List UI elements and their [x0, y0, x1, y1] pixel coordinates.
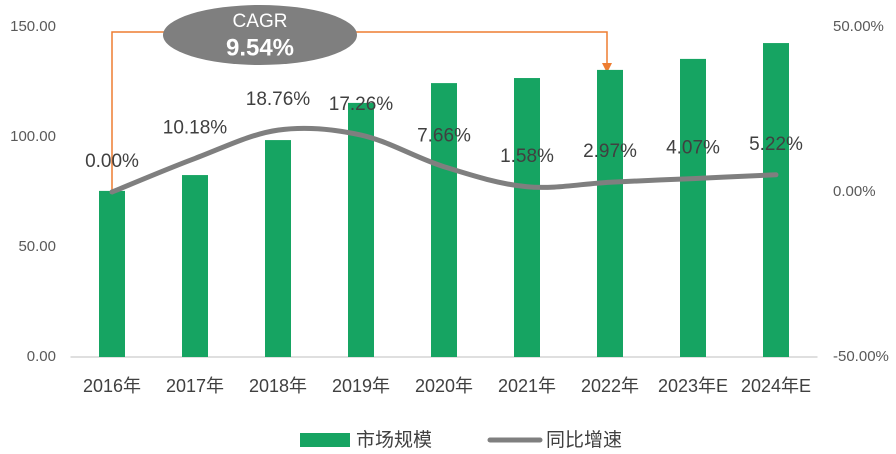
- y2-tick-label: 50.00%: [833, 18, 884, 35]
- data-label: 7.66%: [417, 126, 471, 147]
- bar: [182, 175, 208, 357]
- bar: [597, 69, 623, 358]
- line: [109, 125, 779, 195]
- cagr-bracket: [111, 31, 612, 190]
- data-label: 1.58%: [500, 146, 554, 167]
- y-tick-label: 50.00: [18, 238, 56, 255]
- x-tick-label: 2023年E: [658, 376, 728, 396]
- bar: [99, 190, 125, 357]
- data-label: 0.00%: [85, 151, 139, 172]
- bar: [431, 83, 457, 357]
- y-tick-label: 150.00: [10, 18, 56, 35]
- bar: [265, 140, 291, 357]
- bar: [348, 102, 374, 358]
- data-label: 2.97%: [583, 141, 637, 162]
- cagr-value: 9.54%: [226, 34, 294, 61]
- legend-label: 市场规模: [356, 429, 432, 451]
- x-tick-label: 2017年: [166, 376, 224, 396]
- bar: [514, 78, 540, 357]
- data-label: 4.07%: [666, 138, 720, 159]
- data-label: 18.76%: [246, 89, 311, 110]
- data-label: 17.26%: [329, 94, 394, 115]
- y-tick-label: 0.00: [27, 348, 56, 365]
- y2-tick-label: 0.00%: [833, 183, 876, 200]
- x-tick-label: 2024年E: [741, 376, 811, 396]
- bar: [763, 43, 789, 358]
- cagr-badge: [163, 5, 357, 65]
- bar: [680, 58, 706, 358]
- data-label: 10.18%: [163, 117, 228, 138]
- x-tick-label: 2019年: [332, 376, 390, 396]
- y-tick-label: 100.00: [10, 128, 56, 145]
- x-tick-label: 2021年: [498, 376, 556, 396]
- data-label: 5.22%: [749, 134, 803, 155]
- legend-label: 同比增速: [546, 429, 622, 451]
- x-tick-label: 2020年: [415, 376, 473, 396]
- cagr-label: CAGR: [233, 11, 288, 32]
- x-tick-label: 2016年: [83, 376, 141, 396]
- y2-tick-label: -50.00%: [833, 348, 889, 365]
- x-tick-label: 2022年: [581, 376, 639, 396]
- x-tick-label: 2018年: [249, 376, 307, 396]
- legend-swatch: [300, 433, 350, 447]
- plot: 0.00 50.00 100.00 150.00 -50.00% 0.00% 50.00% 2…: [10, 18, 889, 451]
